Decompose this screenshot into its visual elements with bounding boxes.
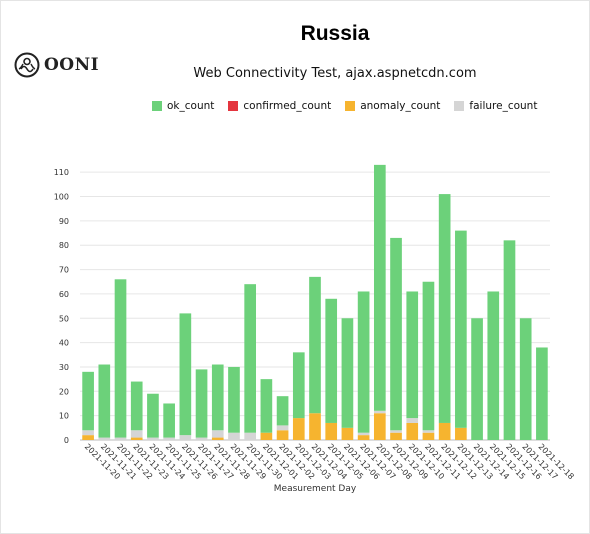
legend-item-ok-count[interactable]: ok_count [152, 100, 214, 112]
bar-ok-count[interactable] [98, 364, 111, 438]
bar-failure-count[interactable] [390, 430, 402, 433]
legend-item-failure-count[interactable]: failure_count [454, 100, 537, 112]
y-tick-label: 50 [59, 314, 69, 323]
bar-anomaly-count[interactable] [422, 432, 435, 440]
y-tick-label: 60 [59, 290, 69, 299]
y-tick-label: 70 [59, 266, 69, 275]
y-tick-label: 40 [59, 339, 69, 348]
bar-anomaly-count[interactable] [341, 427, 354, 440]
bar-anomaly-count[interactable] [455, 427, 467, 440]
bar-failure-count[interactable] [228, 432, 240, 440]
bar-failure-count[interactable] [276, 425, 289, 431]
bar-anomaly-count[interactable] [390, 432, 402, 440]
bar-ok-count[interactable] [536, 347, 548, 440]
bar-ok-count[interactable] [147, 393, 159, 438]
bar-failure-count[interactable] [82, 430, 94, 436]
legend-swatch [345, 101, 356, 111]
bar-ok-count[interactable] [228, 366, 240, 433]
bar-failure-count[interactable] [163, 437, 175, 440]
bar-anomaly-count[interactable] [130, 437, 143, 440]
bar-ok-count[interactable] [211, 364, 224, 431]
bar-anomaly-count[interactable] [260, 432, 273, 440]
bar-failure-count[interactable] [114, 437, 127, 440]
y-tick-label: 90 [59, 217, 69, 226]
bar-failure-count[interactable] [195, 437, 208, 440]
bar-failure-count[interactable] [211, 430, 224, 438]
x-axis-ticks: 2021-11-202021-11-212021-11-222021-11-23… [83, 442, 576, 481]
bar-ok-count[interactable] [163, 403, 175, 438]
legend-label: confirmed_count [243, 100, 332, 112]
bar-ok-count[interactable] [471, 318, 483, 440]
legend-label: ok_count [167, 100, 215, 112]
bar-anomaly-count[interactable] [211, 437, 224, 440]
bar-failure-count[interactable] [357, 432, 370, 436]
bar-ok-count[interactable] [325, 298, 338, 423]
bar-anomaly-count[interactable] [276, 430, 289, 440]
bar-ok-count[interactable] [341, 318, 354, 428]
bar-anomaly-count[interactable] [438, 422, 451, 440]
bar-ok-count[interactable] [260, 379, 273, 433]
y-tick-label: 30 [59, 363, 69, 372]
y-tick-label: 0 [64, 436, 69, 445]
bar-anomaly-count[interactable] [309, 413, 321, 440]
bar-ok-count[interactable] [179, 313, 192, 436]
legend-label: failure_count [469, 100, 538, 112]
chart-legend: ok_count confirmed_count anomaly_count fail… [152, 100, 551, 112]
y-axis-ticks: 0 10 20 30 40 50 60 70 80 90 100 110 [54, 168, 69, 445]
legend-swatch [152, 101, 162, 111]
bar-ok-count[interactable] [422, 281, 435, 431]
bar-ok-count[interactable] [244, 284, 257, 433]
y-tick-label: 10 [59, 412, 69, 421]
ooni-logo-text: OONI [44, 55, 100, 75]
bar-anomaly-count[interactable] [373, 413, 386, 440]
legend-swatch [228, 101, 239, 111]
bar-ok-count[interactable] [114, 279, 127, 438]
bar-ok-count[interactable] [455, 230, 467, 428]
bar-failure-count[interactable] [373, 410, 386, 414]
bar-failure-count[interactable] [422, 430, 435, 433]
legend-swatch [454, 101, 465, 111]
bar-ok-count[interactable] [503, 240, 516, 440]
bar-ok-count[interactable] [390, 237, 402, 431]
bar-failure-count[interactable] [244, 432, 257, 440]
chart-subtitle: Web Connectivity Test, ajax.aspnetcdn.co… [193, 66, 477, 81]
bar-ok-count[interactable] [82, 371, 94, 431]
bar-ok-count[interactable] [373, 164, 386, 411]
chart-title: Russia [300, 22, 370, 45]
bar-failure-count[interactable] [179, 435, 192, 440]
bar-failure-count[interactable] [406, 418, 419, 423]
bar-ok-count[interactable] [195, 369, 208, 438]
bar-anomaly-count[interactable] [82, 435, 94, 440]
bar-anomaly-count[interactable] [357, 435, 370, 440]
bar-ok-count[interactable] [519, 318, 532, 440]
ooni-logo: OONI [14, 52, 99, 78]
legend-item-anomaly-count[interactable]: anomaly_count [345, 100, 440, 112]
bar-ok-count[interactable] [276, 396, 289, 426]
legend-label: anomaly_count [360, 100, 441, 112]
bar-anomaly-count[interactable] [292, 418, 305, 440]
y-tick-label: 20 [59, 387, 69, 396]
bar-failure-count[interactable] [98, 437, 111, 440]
bar-anomaly-count[interactable] [325, 422, 338, 440]
bar-ok-count[interactable] [487, 291, 500, 440]
bar-failure-count[interactable] [147, 437, 159, 440]
bar-anomaly-count[interactable] [406, 422, 419, 440]
y-tick-label: 100 [54, 193, 69, 202]
x-axis-title: Measurement Day [274, 484, 357, 494]
y-tick-label: 80 [59, 241, 69, 250]
bar-ok-count[interactable] [309, 276, 321, 414]
bars [82, 164, 548, 440]
bar-ok-count[interactable] [406, 291, 419, 419]
bar-ok-count[interactable] [357, 291, 370, 433]
legend-item-confirmed-count[interactable]: confirmed_count [228, 100, 331, 112]
ooni-logo-icon [14, 52, 40, 78]
bar-ok-count[interactable] [130, 381, 143, 431]
bar-failure-count[interactable] [130, 430, 143, 438]
y-tick-label: 110 [54, 168, 69, 177]
bar-ok-count[interactable] [292, 352, 305, 419]
bar-ok-count[interactable] [438, 194, 451, 423]
